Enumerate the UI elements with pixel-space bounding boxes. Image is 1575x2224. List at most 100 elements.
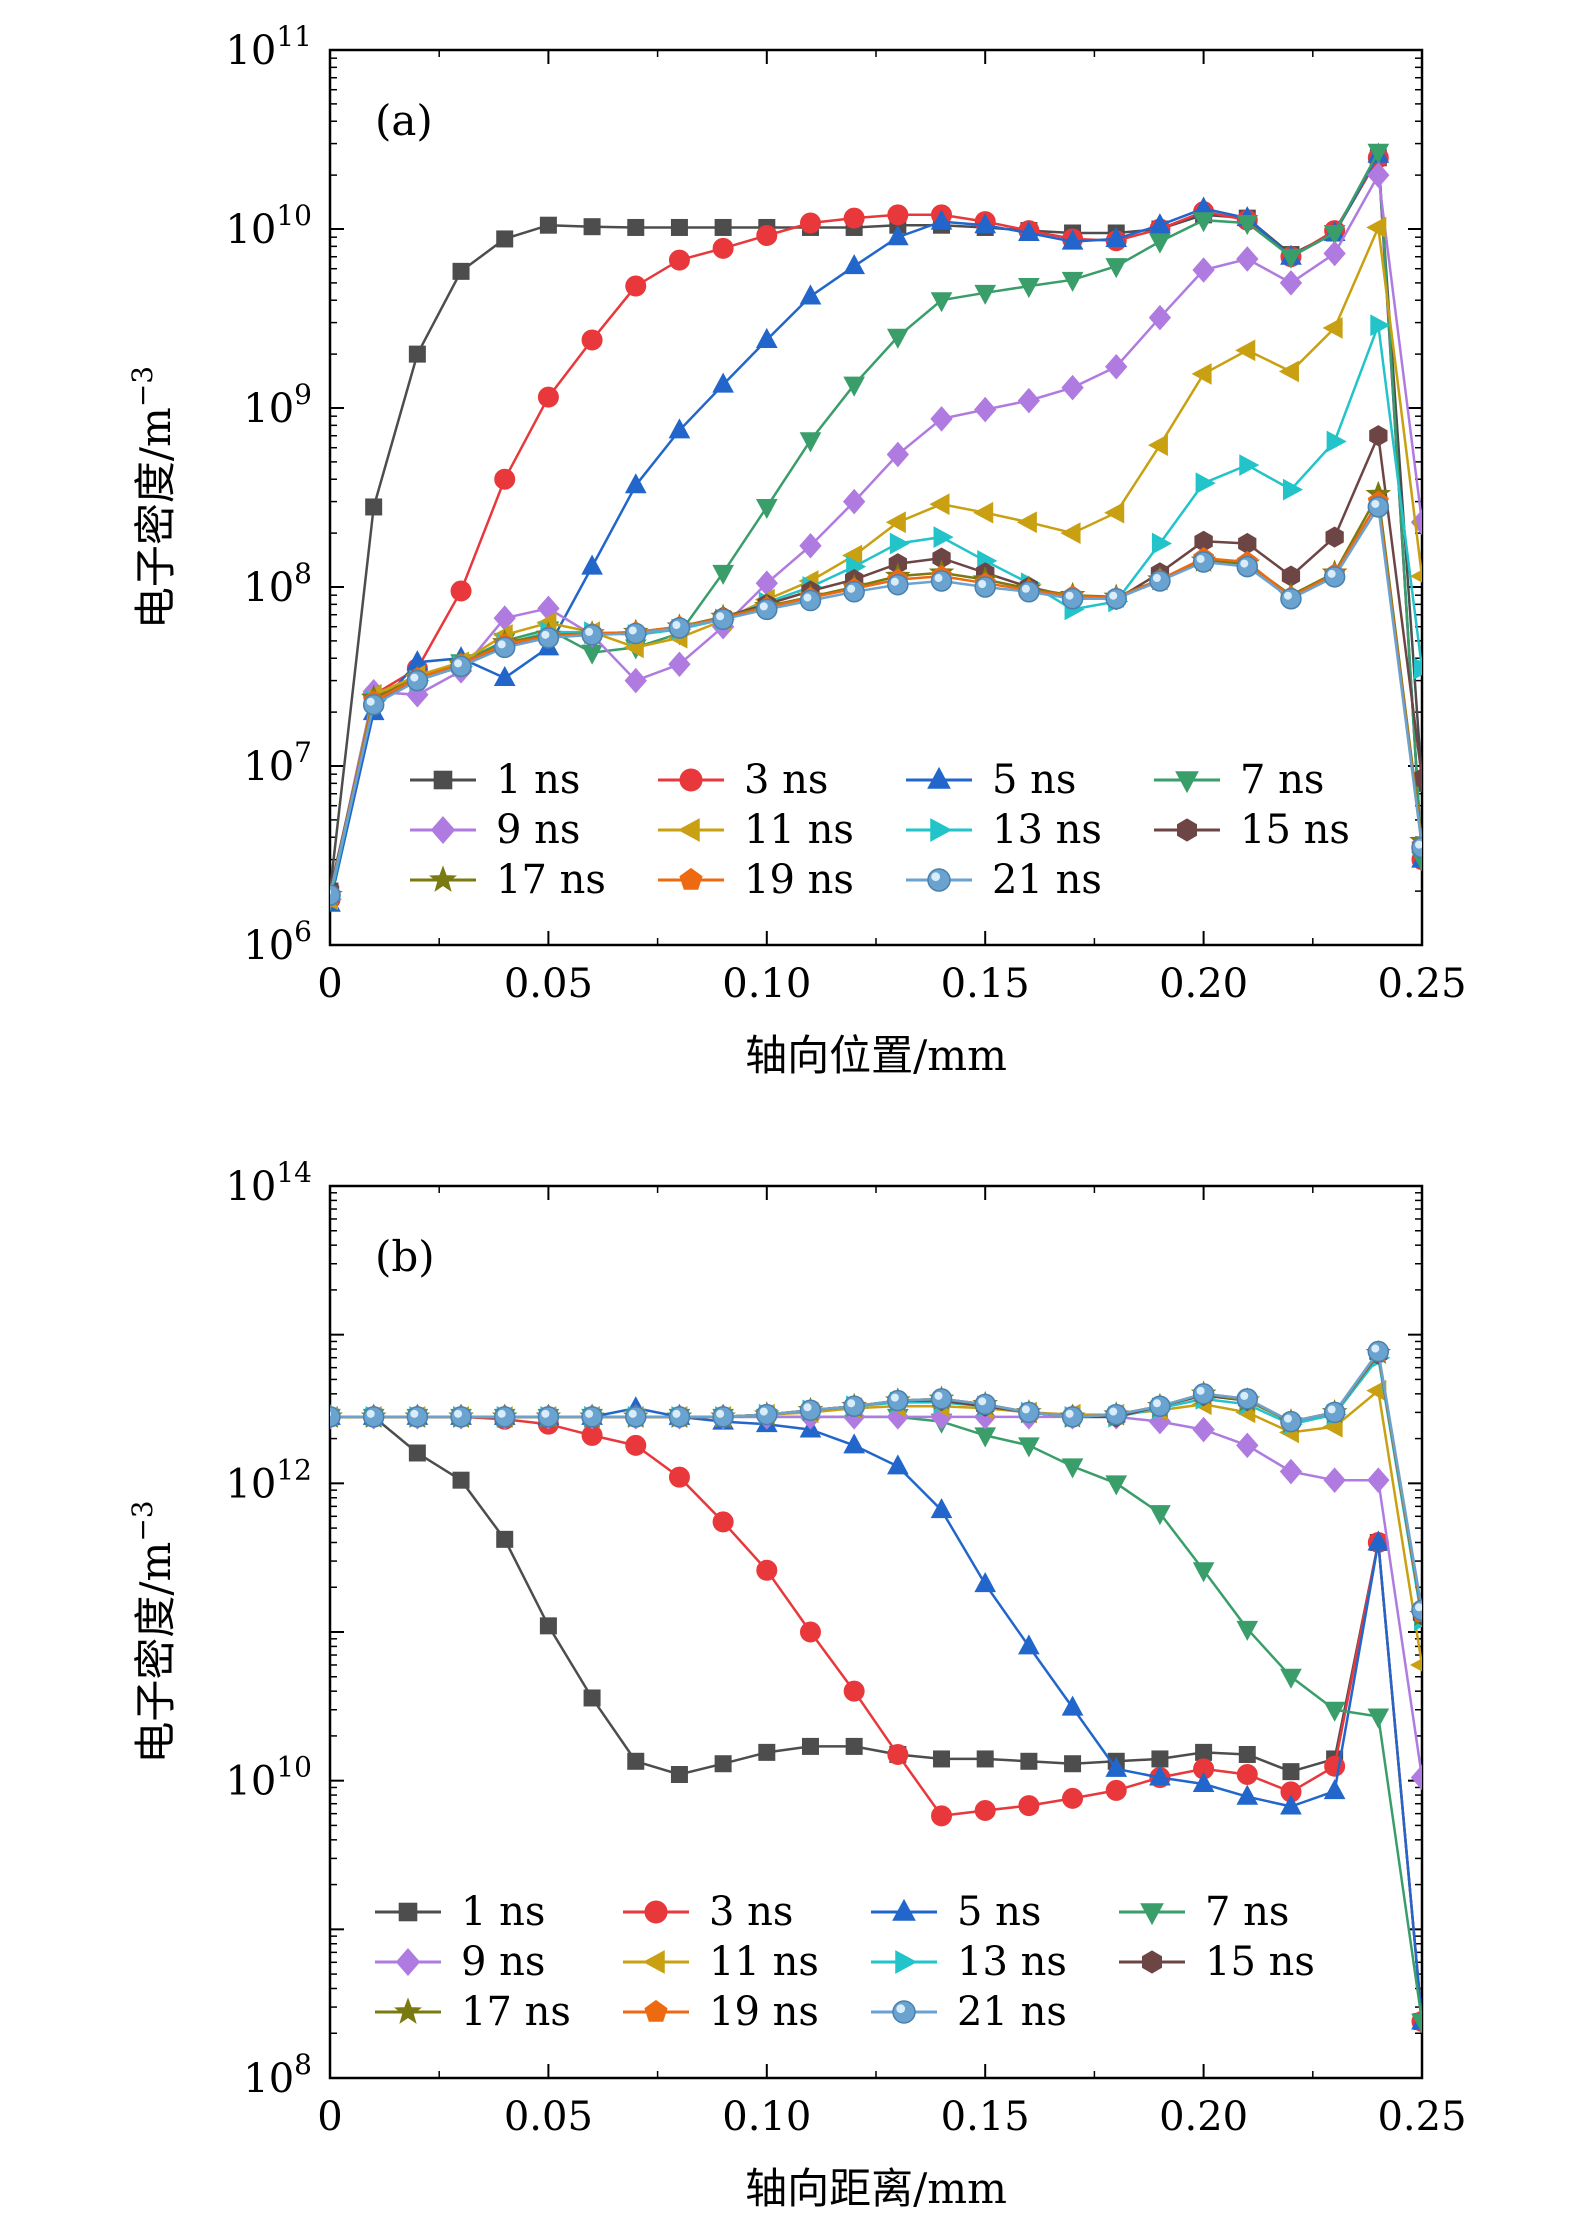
data-point bbox=[1149, 233, 1171, 254]
y-tick-label: 108 bbox=[243, 557, 312, 611]
data-point bbox=[1369, 425, 1388, 447]
y-tick-label: 109 bbox=[243, 378, 312, 432]
legend-label: 9 ns bbox=[461, 1939, 545, 1985]
data-point bbox=[843, 1395, 865, 1417]
legend-marker bbox=[679, 867, 703, 890]
data-point bbox=[450, 655, 472, 678]
data-point bbox=[1061, 1406, 1084, 1428]
data-point bbox=[539, 216, 557, 234]
y-axis-title-main: 电子密度/m bbox=[131, 407, 180, 629]
data-point bbox=[976, 1750, 994, 1768]
data-point bbox=[581, 1406, 603, 1428]
legend-marker bbox=[927, 868, 951, 892]
x-tick-label: 0.25 bbox=[1377, 961, 1466, 1007]
y-axis-title: 电子密度/m−3 bbox=[126, 1500, 180, 1763]
legend-item: 7 ns bbox=[1154, 757, 1324, 803]
y-tick-label: 1014 bbox=[225, 1156, 312, 1210]
data-point bbox=[406, 1406, 429, 1428]
legend-item: 13 ns bbox=[871, 1939, 1067, 1985]
legend-label: 19 ns bbox=[709, 1989, 819, 2035]
data-point bbox=[755, 327, 778, 348]
data-point bbox=[408, 1444, 426, 1462]
data-point bbox=[1367, 162, 1390, 188]
legend-marker bbox=[642, 1950, 665, 1974]
data-point bbox=[1191, 363, 1212, 385]
y-tick-exponent: 6 bbox=[294, 915, 312, 948]
legend-marker bbox=[430, 816, 456, 844]
data-point bbox=[1192, 1562, 1215, 1583]
data-point bbox=[1279, 270, 1303, 296]
data-point bbox=[1324, 1755, 1346, 1777]
legend-label: 11 ns bbox=[709, 1939, 819, 1985]
legend-marker bbox=[1142, 1950, 1162, 1974]
data-point bbox=[1151, 1750, 1169, 1768]
data-point bbox=[1149, 570, 1171, 592]
data-point bbox=[799, 1399, 822, 1422]
data-point bbox=[887, 1389, 909, 1412]
data-point bbox=[1325, 526, 1344, 548]
y-tick-base: 10 bbox=[243, 923, 294, 969]
data-point bbox=[583, 218, 601, 236]
data-point bbox=[973, 501, 994, 524]
data-point bbox=[1105, 1403, 1127, 1426]
legend-item: 5 ns bbox=[906, 757, 1076, 803]
y-axis-title-exponent: −3 bbox=[126, 366, 159, 407]
data-point bbox=[625, 1406, 647, 1428]
data-point bbox=[1278, 360, 1299, 383]
legend-label: 13 ns bbox=[957, 1939, 1067, 1985]
y-axis-title: 电子密度/m−3 bbox=[126, 366, 180, 629]
data-point bbox=[1105, 353, 1128, 380]
legend-label: 17 ns bbox=[496, 857, 606, 903]
data-point bbox=[930, 570, 953, 592]
data-point bbox=[801, 1737, 819, 1755]
data-point bbox=[1018, 1634, 1040, 1655]
y-tick-exponent: 8 bbox=[294, 557, 312, 590]
data-point bbox=[887, 225, 909, 246]
data-point bbox=[537, 1406, 560, 1428]
data-point bbox=[670, 1766, 688, 1784]
data-point bbox=[930, 209, 953, 230]
data-point bbox=[714, 218, 732, 236]
legend-label: 5 ns bbox=[992, 757, 1076, 803]
data-point bbox=[1279, 1458, 1303, 1485]
data-point bbox=[624, 473, 647, 494]
y-tick-label: 108 bbox=[243, 2048, 312, 2102]
data-point bbox=[1061, 1695, 1084, 1716]
data-point bbox=[843, 581, 865, 603]
data-point bbox=[537, 627, 560, 649]
legend-label: 1 ns bbox=[496, 757, 580, 803]
data-point bbox=[1016, 511, 1037, 534]
panel-label: (a) bbox=[375, 96, 433, 145]
data-point bbox=[406, 669, 429, 692]
legend-item: 17 ns bbox=[375, 1989, 571, 2035]
data-point bbox=[974, 576, 996, 598]
legend-marker bbox=[892, 2000, 916, 2024]
y-tick-base: 10 bbox=[225, 28, 276, 74]
data-point bbox=[756, 1559, 778, 1581]
data-point bbox=[1192, 1771, 1215, 1792]
data-point bbox=[1367, 1530, 1390, 1551]
y-tick-label: 107 bbox=[243, 736, 312, 790]
data-point bbox=[887, 1454, 909, 1475]
data-point bbox=[885, 511, 906, 534]
data-point bbox=[843, 254, 865, 275]
data-point bbox=[1061, 229, 1084, 250]
data-point bbox=[1280, 248, 1302, 269]
data-point bbox=[1105, 1756, 1128, 1777]
data-point bbox=[1410, 1764, 1422, 1791]
plot-area bbox=[330, 1339, 1422, 2034]
data-point bbox=[496, 1530, 514, 1548]
data-point bbox=[627, 1752, 645, 1770]
data-point bbox=[1147, 434, 1168, 457]
y-tick-label: 1010 bbox=[225, 199, 312, 253]
data-point bbox=[1326, 430, 1347, 453]
data-point bbox=[1411, 1599, 1422, 1622]
data-point bbox=[493, 1406, 516, 1428]
legend-item: 1 ns bbox=[375, 1889, 545, 1935]
data-point bbox=[1149, 213, 1171, 234]
y-tick-exponent: 8 bbox=[294, 2048, 312, 2081]
data-point bbox=[799, 212, 821, 234]
data-point bbox=[933, 526, 954, 548]
data-point bbox=[1018, 278, 1040, 299]
data-point bbox=[1411, 836, 1422, 859]
